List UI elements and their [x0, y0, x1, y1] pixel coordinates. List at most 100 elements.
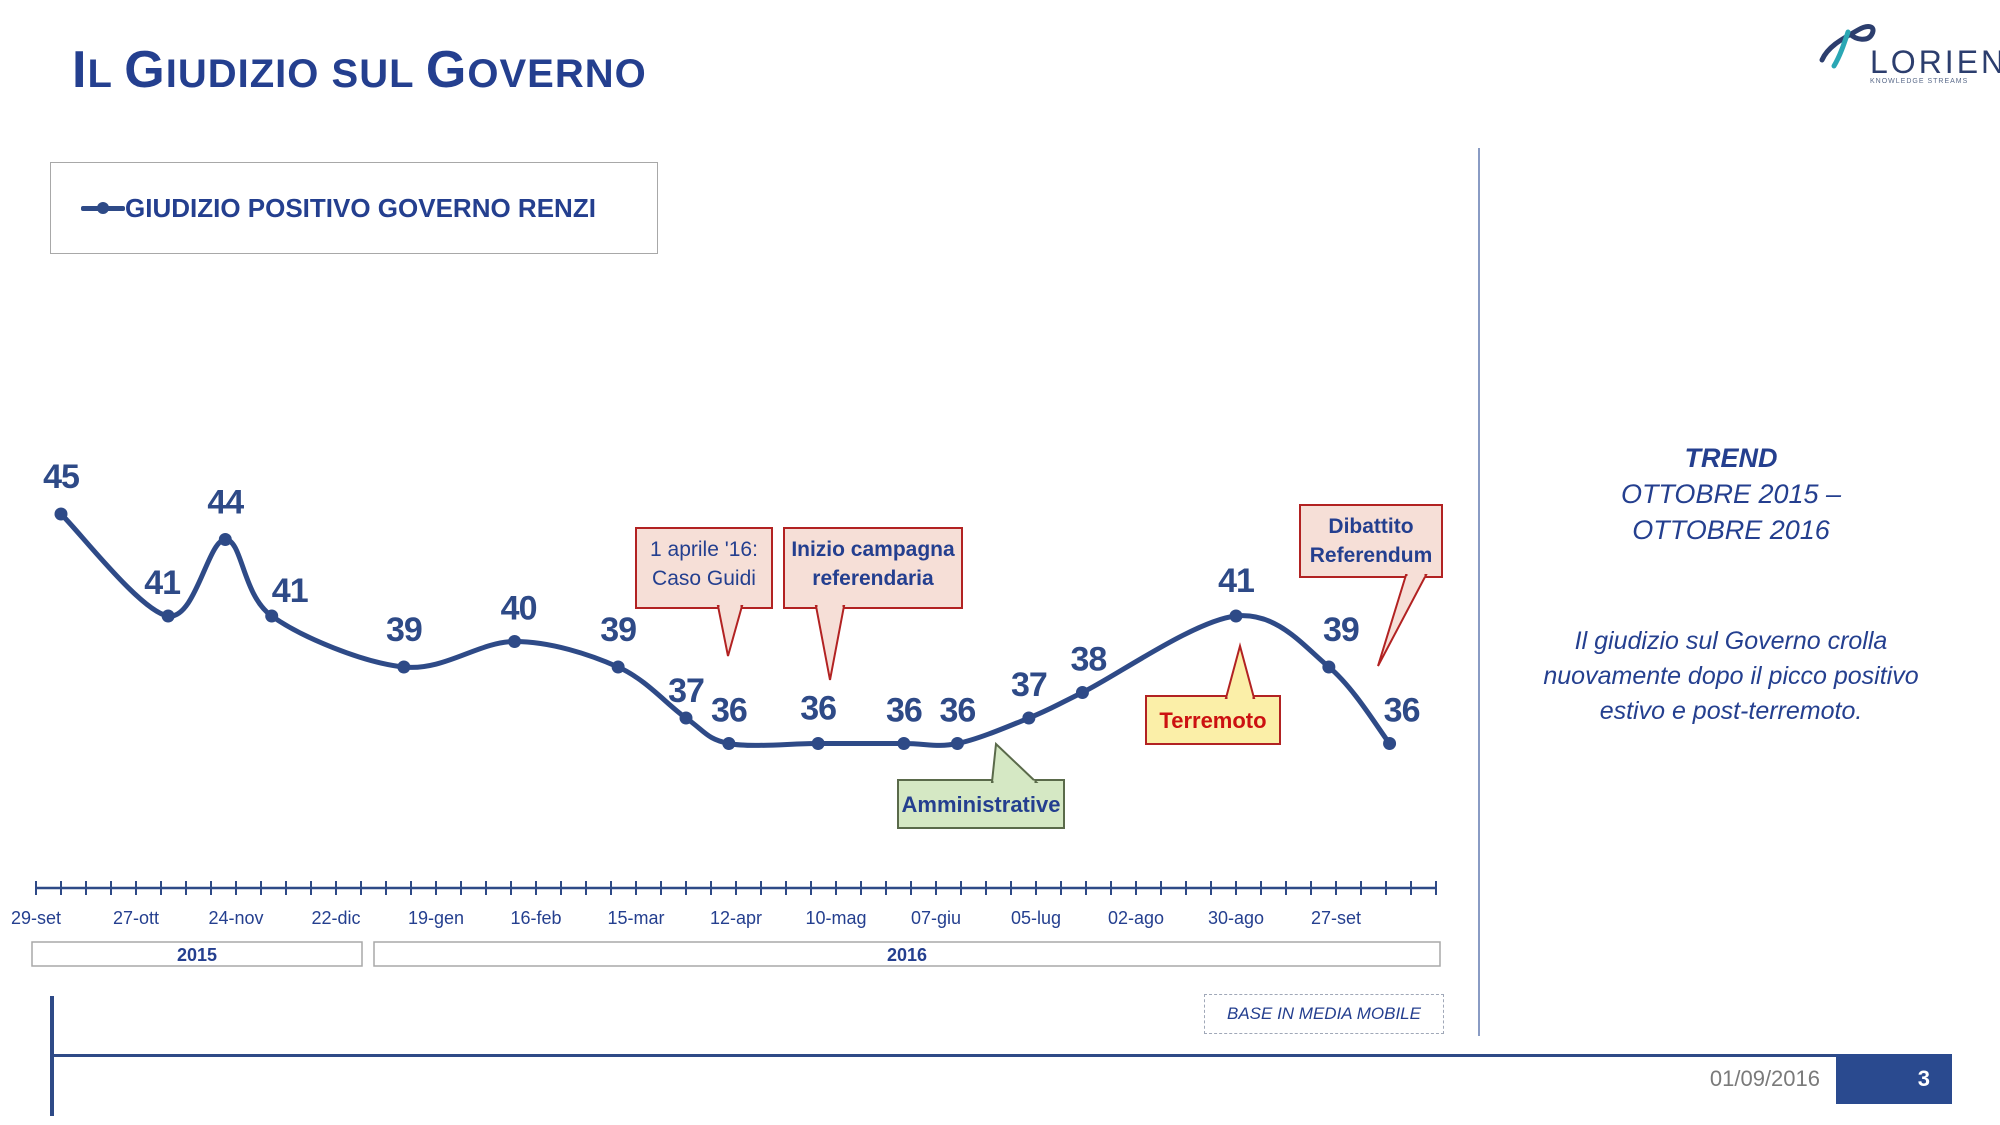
callout-box [635, 527, 773, 609]
data-point [722, 737, 736, 750]
data-label: 41 [272, 572, 308, 610]
callout-text: 1 aprile '16: Caso Guidi [650, 538, 758, 590]
company-logo: LORIEN KNOWLEDGE STREAMS [1818, 16, 2000, 96]
year-band-box [373, 941, 1441, 967]
callout-text-line: Referendum [1310, 544, 1433, 567]
data-point [611, 660, 625, 674]
page-number: 3 [1836, 1054, 1952, 1104]
data-point [897, 737, 911, 750]
logo-swirl-icon [1819, 24, 1876, 69]
data-label: 36 [886, 692, 922, 730]
chart-legend: GIUDIZIO POSITIVO GOVERNO RENZI [50, 162, 658, 254]
x-axis: 29-set 27-ott 24-nov 22-dic 19-gen 16-feb 15-m… [11, 881, 1437, 928]
data-label: 41 [1218, 562, 1254, 600]
callout-box [1145, 695, 1281, 745]
data-label: 38 [1071, 641, 1107, 679]
callout-box [897, 779, 1065, 829]
data-point [1022, 711, 1036, 725]
x-tick-label: 19-gen [408, 908, 464, 928]
callout-box [1299, 504, 1443, 578]
page-title: IL GIUDIZIO SUL GOVERNO [72, 44, 647, 96]
data-point [1075, 686, 1089, 699]
callout-tail [716, 605, 744, 657]
callout-tail [1224, 642, 1256, 699]
callout-tail [814, 605, 846, 681]
x-tick-label: 16-feb [510, 908, 561, 928]
data-label: 36 [800, 690, 836, 728]
title-part-3: OVERNO [467, 52, 647, 96]
data-point [811, 737, 825, 750]
callout-text-line: 1 aprile '16: [650, 538, 758, 561]
callout-text-line: Dibattito [1328, 515, 1413, 538]
x-tick-label: 29-set [11, 908, 61, 928]
data-label: 36 [940, 692, 976, 730]
title-cap-1: I [72, 41, 88, 99]
footer-horizontal-rule [52, 1054, 1836, 1057]
x-tick-label: 07-giu [911, 908, 961, 928]
data-point [218, 533, 232, 546]
title-cap-2: G [124, 41, 166, 99]
callout-tail [1377, 574, 1428, 667]
side-trend-label: TREND [1684, 443, 1778, 473]
year-band-label: 2016 [887, 945, 927, 965]
side-period: OTTOBRE 2015 – OTTOBRE 2016 [1620, 479, 1842, 545]
callout-text-line: referendaria [812, 567, 934, 590]
callout-text: Dibattito Referendum [1310, 515, 1433, 567]
callout-tail [990, 741, 1039, 783]
side-panel: TREND OTTOBRE 2015 – OTTOBRE 2016 Il giu… [1496, 440, 1966, 729]
callout-text-line: Inizio campagna [791, 538, 955, 561]
x-tick-label: 27-set [1311, 908, 1361, 928]
callout-text: Amministrative [902, 792, 1061, 817]
x-tick-label: 02-ago [1108, 908, 1164, 928]
data-point [397, 660, 411, 674]
data-point [1383, 737, 1397, 750]
footer-date: 01/09/2016 [1709, 1066, 1820, 1091]
data-point [265, 609, 279, 623]
data-point [161, 609, 175, 623]
logo-name: LORIEN [1870, 44, 2000, 80]
callout-text: Inizio campagna referendaria [791, 538, 955, 590]
x-tick-label: 30-ago [1208, 908, 1264, 928]
base-note: BASE IN MEDIA MOBILE [1204, 994, 1444, 1034]
data-label: 36 [711, 692, 747, 730]
x-tick-label: 05-lug [1011, 908, 1061, 928]
data-label: 39 [1323, 611, 1359, 649]
data-point [508, 635, 522, 648]
data-point [54, 507, 68, 521]
data-label: 37 [668, 672, 704, 710]
callout-text-line: Caso Guidi [652, 567, 756, 590]
data-point [950, 737, 964, 750]
callout-text: Terremoto [1159, 708, 1266, 733]
x-tick-label: 15-mar [607, 908, 664, 928]
line-chart: 29-set 27-ott 24-nov 22-dic 19-gen 16-feb 15-m… [11, 458, 1443, 967]
x-tick-label: 10-mag [805, 908, 866, 928]
series-group [54, 507, 1397, 750]
x-tick-label: 27-ott [113, 908, 159, 928]
x-tick-label: 12-apr [710, 908, 762, 928]
data-label: 41 [144, 564, 180, 602]
callout-box [783, 527, 963, 609]
side-comment: Il giudizio sul Governo crolla nuovament… [1543, 627, 1919, 725]
year-band-label: 2015 [177, 945, 217, 965]
legend-dot-marker [97, 202, 109, 214]
data-point [679, 711, 693, 725]
title-part-2: IUDIZIO SUL [165, 52, 426, 96]
x-tick-label: 22-dic [311, 908, 360, 928]
year-band-box [31, 941, 363, 967]
data-point [1229, 609, 1243, 623]
data-point [1322, 660, 1336, 674]
callouts: 1 aprile '16: Caso Guidi Inizio campagna re… [635, 504, 1443, 829]
title-cap-3: G [425, 41, 468, 99]
data-label: 40 [501, 590, 537, 628]
x-tick-label: 24-nov [208, 908, 263, 928]
data-label: 45 [43, 458, 79, 496]
data-label: 39 [386, 611, 422, 649]
data-label: 37 [1011, 666, 1047, 704]
data-label: 44 [207, 484, 244, 522]
panel-divider [1478, 148, 1480, 1036]
data-label: 39 [600, 611, 636, 649]
title-part-1: L [87, 52, 125, 96]
series-line [58, 511, 1393, 748]
year-bands: 2015 2016 [31, 941, 1441, 967]
